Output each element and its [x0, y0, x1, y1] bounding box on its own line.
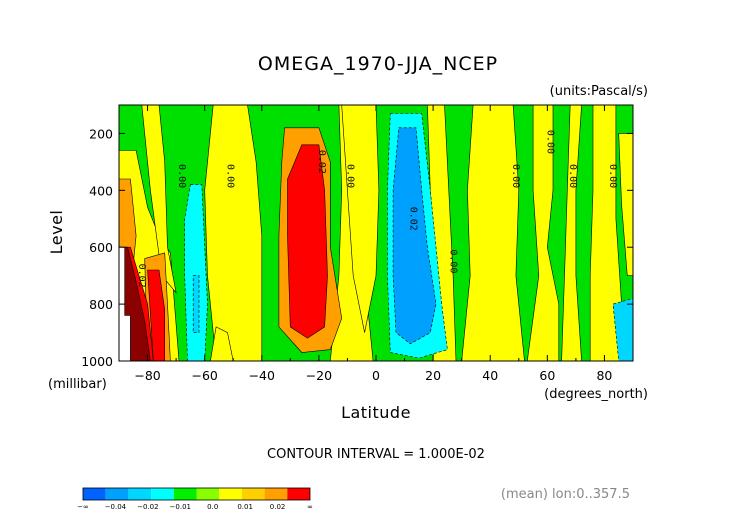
colorbar-swatch — [173, 488, 197, 500]
colorbar-swatch — [151, 488, 174, 500]
colorbar-swatch — [128, 488, 152, 500]
contour-labels: 0.00 0.00 0.02 0.00 0.02 0.00 0.00 0.00 0.00 0.00… — [136, 130, 618, 288]
contour-region — [204, 105, 263, 361]
contour-label: 0.02 — [407, 207, 418, 231]
colorbar-swatch — [287, 488, 310, 500]
y-axis: 200 400 600 800 1000 — [81, 126, 633, 369]
y-tick-label: 1000 — [81, 354, 113, 369]
colorbar-label: −0.02 — [137, 503, 158, 511]
units-label: (units:Pascal/s) — [550, 84, 648, 99]
colorbar-label: −∞ — [77, 503, 89, 511]
x-tick-label: 0 — [372, 368, 380, 383]
x-axis: −80 −60 −40 −20 0 20 40 60 80 — [118, 105, 634, 383]
x-tick-label: −60 — [191, 368, 217, 383]
x-tick-label: 80 — [596, 368, 612, 383]
contour-label: 0.00 — [567, 164, 578, 188]
y-tick-label: 800 — [89, 297, 113, 312]
contour-label: 0.00 — [176, 164, 187, 188]
contour-label: 0.00 — [344, 164, 355, 188]
colorbar-swatch — [264, 488, 288, 500]
colorbar-label: 0.02 — [270, 503, 286, 511]
colorbar-label: −0.04 — [105, 503, 127, 511]
contour-region — [141, 105, 177, 294]
chart-title: OMEGA_1970-JJA_NCEP — [258, 53, 498, 75]
y-tick-label: 600 — [89, 240, 113, 255]
y-tick-label: 400 — [89, 183, 113, 198]
colorbar-swatch — [105, 488, 129, 500]
contour-region — [147, 269, 165, 361]
colorbar-swatch — [241, 488, 265, 500]
contour-region — [461, 105, 525, 361]
x-unit-label: (degrees_north) — [544, 387, 648, 402]
colorbar-label: −0.01 — [170, 503, 191, 511]
x-tick-label: 20 — [425, 368, 441, 383]
contour-region — [612, 298, 633, 361]
colorbar-swatch — [196, 488, 220, 500]
x-tick-label: −80 — [134, 368, 160, 383]
colorbar-frame — [82, 487, 311, 501]
y-unit-label: (millibar) — [48, 377, 107, 392]
contour-region — [392, 127, 437, 345]
x-tick-label: −40 — [249, 368, 275, 383]
colorbar-label: 0.01 — [237, 503, 253, 511]
contour-label: 0.00 — [510, 164, 521, 188]
contour-region — [589, 105, 622, 361]
contour-label: 0.02 — [316, 150, 327, 174]
contour-region — [287, 144, 328, 339]
x-tick-label: −20 — [306, 368, 332, 383]
colorbar — [82, 487, 311, 501]
colorbar-swatch — [83, 488, 106, 500]
contour-region — [341, 105, 380, 333]
contour-fill — [119, 105, 633, 361]
y-axis-title: Level — [47, 210, 66, 255]
colorbar-swatch — [219, 488, 242, 500]
contour-label: 0.00 — [544, 130, 555, 154]
colorbar-label: ∞ — [307, 503, 313, 511]
mean-footnote: (mean) lon:0..357.5 — [501, 487, 630, 502]
contour-label: 0.00 — [607, 164, 618, 188]
contour-region — [210, 326, 234, 361]
x-axis-title: Latitude — [341, 403, 411, 422]
contour-region — [192, 275, 200, 333]
contour-region — [526, 105, 560, 361]
contour-label: 0.02 — [136, 264, 147, 288]
colorbar-labels: −∞ −0.04 −0.02 −0.01 0.0 0.01 0.02 ∞ — [77, 503, 313, 511]
contour-label: 0.00 — [225, 164, 236, 188]
contour-label: 0.00 — [447, 249, 458, 273]
contour-region — [184, 184, 208, 361]
contour-interval: CONTOUR INTERVAL = 1.000E-02 — [267, 447, 485, 462]
y-tick-label: 200 — [89, 126, 113, 141]
x-tick-label: 60 — [539, 368, 555, 383]
contour-region — [561, 105, 582, 361]
x-tick-label: 40 — [482, 368, 498, 383]
colorbar-label: 0.0 — [207, 503, 218, 511]
